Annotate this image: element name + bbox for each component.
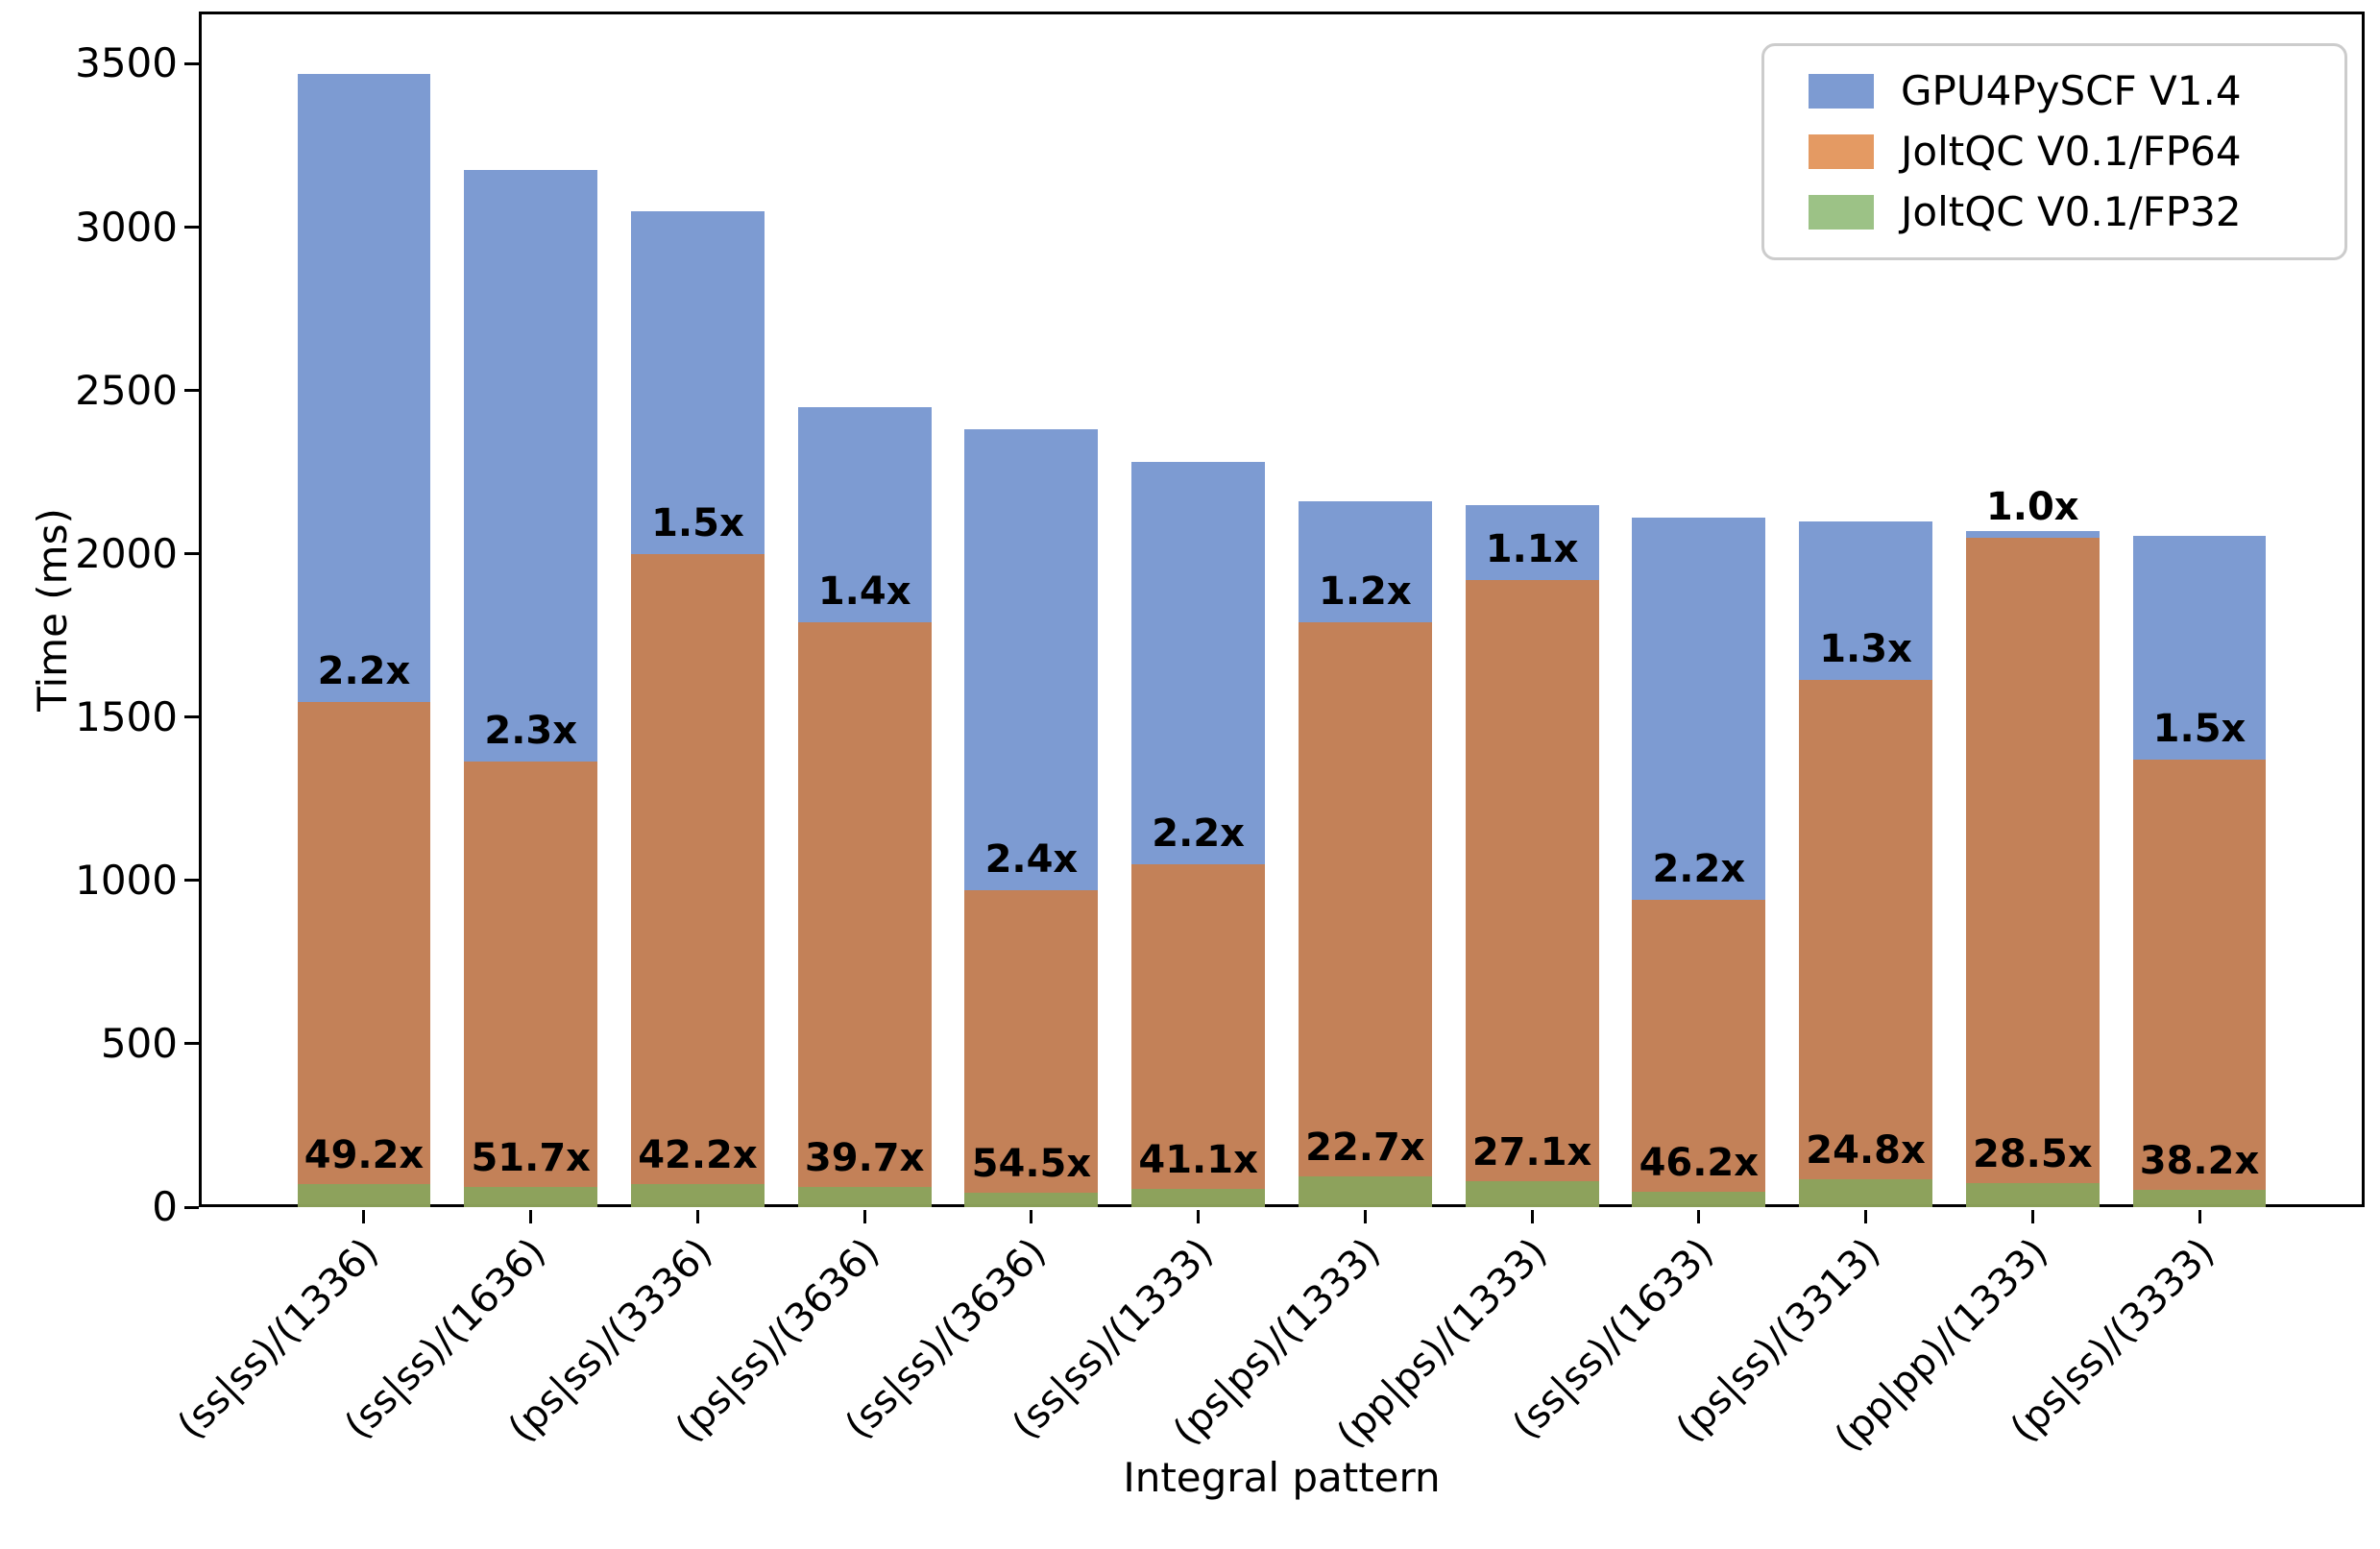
speedup-annotation-fp32: 54.5x xyxy=(971,1142,1092,1187)
speedup-annotation-fp64: 1.0x xyxy=(1985,484,2079,529)
bar-segment-series2 xyxy=(297,1184,431,1207)
y-tick-label: 1000 xyxy=(75,856,178,904)
x-tick xyxy=(2030,1210,2034,1223)
y-tick xyxy=(184,1205,199,1209)
bar-segment-series2 xyxy=(797,1186,932,1207)
speedup-annotation-fp64: 2.4x xyxy=(984,837,1079,883)
speedup-annotation-fp64: 1.1x xyxy=(1485,526,1579,571)
speedup-annotation-fp32: 46.2x xyxy=(1639,1141,1760,1186)
x-tick xyxy=(1363,1210,1367,1223)
x-tick xyxy=(695,1210,699,1223)
x-axis-label: Integral pattern xyxy=(1123,1454,1441,1501)
speedup-annotation-fp32: 27.1x xyxy=(1471,1130,1592,1175)
y-tick xyxy=(184,879,199,883)
speedup-annotation-fp32: 39.7x xyxy=(804,1135,925,1180)
speedup-annotation-fp32: 41.1x xyxy=(1138,1138,1258,1183)
bar-segment-series1 xyxy=(297,702,431,1207)
bar-segment-series1 xyxy=(797,622,932,1207)
bar-segment-series2 xyxy=(2132,1189,2267,1207)
bar-segment-series1 xyxy=(464,761,598,1207)
y-tick-label: 1500 xyxy=(75,692,178,740)
legend-item: JoltQC V0.1/FP32 xyxy=(1809,187,2306,235)
bar-segment-series2 xyxy=(1799,1179,1933,1207)
speedup-annotation-fp64: 1.3x xyxy=(1819,626,1912,671)
bar-segment-series1 xyxy=(964,890,1099,1207)
legend-item: GPU4PySCF V1.4 xyxy=(1809,67,2306,114)
x-tick xyxy=(362,1210,366,1223)
x-tick xyxy=(1864,1210,1868,1223)
legend-label: JoltQC V0.1/FP64 xyxy=(1901,127,2242,175)
x-tick xyxy=(1697,1210,1701,1223)
y-tick xyxy=(184,389,199,393)
speedup-annotation-fp32: 28.5x xyxy=(1973,1132,2093,1177)
y-tick-label: 0 xyxy=(152,1183,178,1230)
bar-segment-series1 xyxy=(1298,622,1432,1207)
x-tick xyxy=(2198,1210,2201,1223)
legend-swatch-gpu4pyscf xyxy=(1809,74,1874,109)
legend-swatch-joltqc-fp32 xyxy=(1809,194,1874,230)
plot-area xyxy=(199,12,2365,1207)
speedup-annotation-fp32: 22.7x xyxy=(1305,1125,1425,1170)
bar-segment-series2 xyxy=(1465,1181,1599,1207)
speedup-annotation-fp64: 2.2x xyxy=(317,649,411,694)
y-tick xyxy=(184,1042,199,1046)
bar-segment-series1 xyxy=(630,553,765,1207)
bar-segment-series2 xyxy=(964,1193,1099,1207)
legend-item: JoltQC V0.1/FP64 xyxy=(1809,127,2306,175)
y-tick-label: 2000 xyxy=(75,529,178,577)
legend: GPU4PySCF V1.4 JoltQC V0.1/FP64 JoltQC V… xyxy=(1761,43,2347,260)
speedup-annotation-fp64: 1.2x xyxy=(1319,569,1412,615)
x-tick xyxy=(1197,1210,1201,1223)
bar-segment-series2 xyxy=(1632,1192,1766,1207)
speedup-annotation-fp32: 51.7x xyxy=(471,1136,591,1181)
bar-segment-series1 xyxy=(1465,579,1599,1207)
bar-segment-series2 xyxy=(1131,1189,1266,1207)
speedup-annotation-fp64: 1.5x xyxy=(2152,706,2246,751)
bar-segment-series1 xyxy=(2132,759,2267,1207)
x-tick xyxy=(1030,1210,1033,1223)
y-tick xyxy=(184,226,199,229)
y-tick xyxy=(184,715,199,719)
x-tick xyxy=(1530,1210,1534,1223)
y-tick-label: 3000 xyxy=(75,203,178,251)
speedup-annotation-fp32: 42.2x xyxy=(638,1132,758,1177)
y-tick xyxy=(184,552,199,556)
y-tick-label: 500 xyxy=(100,1019,178,1067)
legend-label: JoltQC V0.1/FP32 xyxy=(1901,187,2242,235)
y-tick-label: 2500 xyxy=(75,366,178,414)
speedup-annotation-fp64: 2.2x xyxy=(1652,847,1746,892)
bar-segment-series2 xyxy=(1298,1175,1432,1207)
speedup-annotation-fp32: 49.2x xyxy=(304,1133,425,1178)
bar-segment-series1 xyxy=(1965,537,2100,1207)
x-tick xyxy=(862,1210,866,1223)
bar-segment-series1 xyxy=(1632,900,1766,1207)
speedup-annotation-fp32: 24.8x xyxy=(1806,1128,1926,1174)
bar-segment-series2 xyxy=(630,1183,765,1207)
speedup-annotation-fp64: 1.4x xyxy=(817,569,911,615)
legend-label: GPU4PySCF V1.4 xyxy=(1901,67,2242,114)
bar-segment-series1 xyxy=(1799,679,1933,1207)
x-tick xyxy=(529,1210,533,1223)
speedup-annotation-fp32: 38.2x xyxy=(2139,1138,2260,1183)
y-tick-label: 3500 xyxy=(75,39,178,87)
legend-swatch-joltqc-fp64 xyxy=(1809,134,1874,169)
y-tick xyxy=(184,61,199,65)
speedup-annotation-fp64: 1.5x xyxy=(651,500,744,545)
speedup-annotation-fp64: 2.3x xyxy=(484,708,578,753)
bar-segment-series1 xyxy=(1131,863,1266,1207)
speedup-annotation-fp64: 2.2x xyxy=(1152,811,1245,856)
bar-segment-series2 xyxy=(1965,1183,2100,1207)
bar-segment-series2 xyxy=(464,1187,598,1207)
